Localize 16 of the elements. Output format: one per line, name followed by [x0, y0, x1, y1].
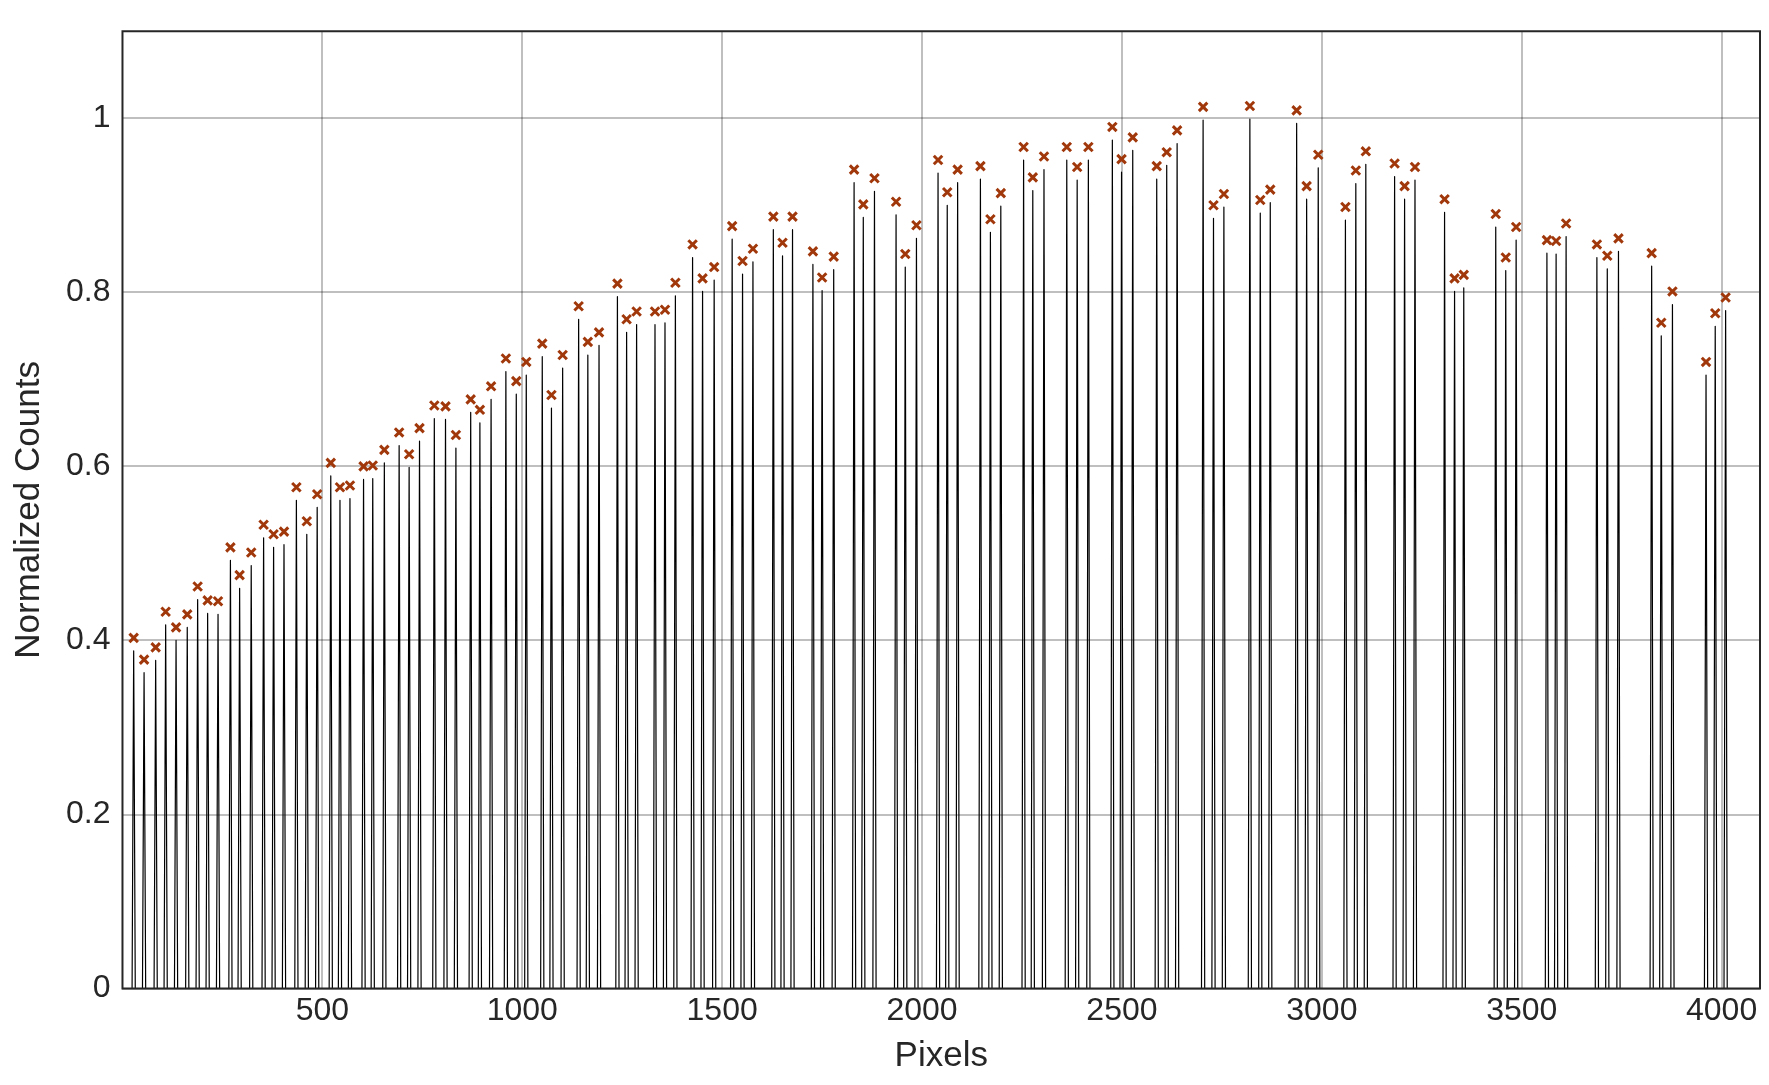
- x-tick-label: 3000: [1286, 990, 1358, 1027]
- x-tick-label: 4000: [1686, 990, 1758, 1027]
- x-tick-label: 2000: [886, 990, 958, 1027]
- x-tick-label: 1500: [686, 990, 758, 1027]
- y-axis-title: Normalized Counts: [6, 361, 46, 659]
- x-tick-label: 1000: [486, 990, 558, 1027]
- y-tick-label: 0.8: [66, 272, 111, 309]
- x-tick-label: 2500: [1086, 990, 1158, 1027]
- y-tick-label: 0: [92, 968, 111, 1005]
- x-tick-label: 3500: [1486, 990, 1558, 1027]
- y-tick-label: 0.6: [66, 446, 111, 483]
- x-tick-label: 500: [295, 990, 350, 1027]
- y-tick-label: 0.4: [66, 620, 111, 657]
- x-axis-title: Pixels: [894, 1033, 988, 1073]
- y-tick-label: 0.2: [66, 794, 111, 831]
- y-tick-label: 1: [92, 98, 111, 135]
